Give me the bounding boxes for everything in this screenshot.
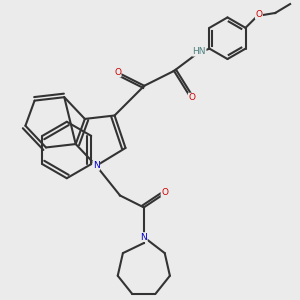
Text: N: N — [140, 232, 147, 242]
Text: O: O — [161, 188, 168, 197]
Text: O: O — [255, 10, 262, 19]
Text: HN: HN — [193, 47, 206, 56]
Text: N: N — [93, 161, 100, 170]
Text: O: O — [188, 93, 195, 102]
Text: O: O — [114, 68, 121, 77]
